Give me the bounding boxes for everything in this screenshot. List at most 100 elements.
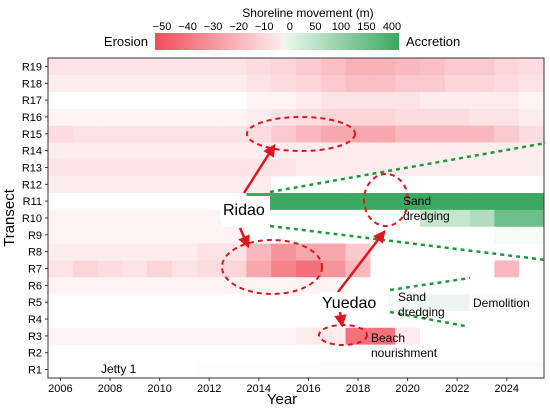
heatmap-cell-r18-6 [196, 74, 222, 92]
heatmap-cell-r1-9 [271, 361, 297, 379]
heatmap-cell-r15-12 [345, 125, 371, 143]
heatmap-cell-r9-2 [97, 226, 123, 244]
y-tick-label-r13: R13 [22, 162, 42, 174]
heatmap-cell-r3-12 [345, 327, 371, 345]
heatmap-cell-r8-4 [147, 243, 173, 261]
heatmap-cell-r4-6 [196, 310, 222, 328]
y-axis: R1 R2 R3 R4 R5 R6 R7 R8 R9 R10 R11 R12 R13 R14 R15 R16 R… [22, 61, 48, 377]
heatmap-cell-r8-11 [320, 243, 346, 261]
heatmap-cell-r12-4 [147, 175, 173, 194]
heatmap-cell-r16-13 [370, 108, 396, 126]
heatmap-cell-r6-5 [172, 276, 198, 295]
heatmap-cell-r5-6 [196, 293, 222, 311]
heatmap-cell-r1-16 [444, 361, 470, 379]
heatmap-cell-r8-17 [469, 243, 495, 261]
heatmap-cell-r19-16 [444, 58, 470, 76]
heatmap-cell-r3-11 [320, 327, 346, 345]
heatmap-cell-r15-13 [370, 125, 396, 143]
heatmap-cell-r10-1 [72, 209, 98, 227]
heatmap-cell-r12-6 [196, 175, 222, 194]
legend-tick-label-7: 100 [332, 21, 350, 33]
heatmap-cell-r3-17 [469, 327, 495, 345]
heatmap-cell-r19-4 [147, 58, 173, 76]
heatmap-cell-r10-11 [320, 209, 346, 227]
heatmap-cell-r5-3 [122, 293, 148, 311]
heatmap-cell-r2-3 [122, 344, 148, 362]
heatmap-cell-r10-2 [97, 209, 123, 227]
heatmap-cell-r2-14 [395, 344, 421, 362]
heatmap-cell-r2-18 [494, 344, 520, 362]
heatmap-cell-r3-1 [72, 327, 98, 345]
heatmap-cell-r10-15 [420, 209, 446, 227]
heatmap-cell-r18-13 [370, 74, 396, 92]
heatmap-cell-r15-1 [72, 125, 98, 143]
heatmap-cell-r5-19 [519, 293, 545, 311]
heatmap-cell-r4-18 [494, 310, 520, 328]
heatmap-cell-r10-12 [345, 209, 371, 227]
heatmap-cell-r17-17 [469, 91, 495, 109]
heatmap-cell-r12-3 [122, 175, 148, 194]
heatmap-cell-r16-7 [221, 108, 247, 126]
heatmap-cell-r9-4 [147, 226, 173, 244]
y-tick-label-r14: R14 [22, 146, 42, 158]
heatmap-cell-r19-11 [320, 58, 346, 76]
heatmap-cell-r3-3 [122, 327, 148, 345]
x-tick-label-2020: 2020 [395, 383, 419, 395]
heatmap-cell-r1-0 [48, 361, 74, 379]
heatmap-cell-r13-15 [420, 159, 446, 177]
heatmap-cell-r2-1 [72, 344, 98, 362]
heatmap-cell-r8-13 [370, 243, 396, 261]
heatmap-cell-r12-15 [420, 175, 446, 194]
heatmap-cell-r8-19 [519, 243, 545, 261]
heatmap-cell-r8-18 [494, 243, 520, 261]
heatmap-cell-r18-19 [519, 74, 545, 92]
heatmap-cell-r16-12 [345, 108, 371, 126]
heatmap-cell-r11-9 [271, 192, 297, 210]
y-axis-title: Transect [1, 188, 18, 247]
heatmap-cell-r16-6 [196, 108, 222, 126]
heatmap-cell-r16-1 [72, 108, 98, 126]
heatmap-cell-r3-14 [395, 327, 421, 345]
heatmap-cell-r13-10 [296, 159, 322, 177]
heatmap-cell-r5-14 [395, 293, 421, 311]
heatmap-cell-r19-9 [271, 58, 297, 76]
heatmap-cell-r5-18 [494, 293, 520, 311]
heatmap-cell-r9-15 [420, 226, 446, 244]
x-axis: 2006 2008 2010 2012 2014 2016 2018 2020 2022 2024 [48, 378, 519, 395]
heatmap-cell-r6-9 [271, 276, 297, 295]
legend-tick-label-6: 50 [309, 21, 321, 33]
heatmap-cell-r6-3 [122, 276, 148, 295]
heatmap-cell-r16-8 [246, 108, 272, 126]
heatmap-cell-r19-8 [246, 58, 272, 76]
heatmap-cell-r18-4 [147, 74, 173, 92]
heatmap-cell-r19-0 [48, 58, 74, 76]
heatmap-cell-r12-13 [370, 175, 396, 194]
heatmap-cell-r9-18 [494, 226, 520, 244]
heatmap-cell-r14-4 [147, 142, 173, 160]
heatmap-cell-r6-1 [72, 276, 98, 295]
heatmap-cell-r6-19 [519, 276, 545, 295]
y-tick-label-r5: R5 [28, 297, 42, 309]
heatmap-cell-r16-15 [420, 108, 446, 126]
heatmap-cell-r16-19 [519, 108, 545, 126]
heatmap-cell-r15-4 [147, 125, 173, 143]
sand-dredging-2-line2: dredging [398, 305, 445, 319]
r15-ellipse [246, 116, 356, 152]
heatmap-cell-r6-0 [48, 276, 74, 295]
heatmap-cell-r10-14 [395, 209, 421, 227]
y-tick-label-r19: R19 [22, 61, 42, 73]
heatmap-cell-r7-6 [196, 260, 222, 278]
heatmap-cell-r9-17 [469, 226, 495, 244]
heatmap-cell-r17-12 [345, 91, 371, 109]
heatmap-cell-r8-9 [271, 243, 297, 261]
heatmap-cell-r18-7 [221, 74, 247, 92]
heatmap-cell-r6-14 [395, 276, 421, 295]
ridao-label: Ridao [223, 202, 265, 219]
heatmap-cell-r4-12 [345, 310, 371, 328]
heatmap-cell-r13-17 [469, 159, 495, 177]
heatmap-cell-r16-4 [147, 108, 173, 126]
heatmap-cell-r18-8 [246, 74, 272, 92]
heatmap-cell-r11-15 [420, 192, 446, 210]
heatmap-cell-r2-5 [172, 344, 198, 362]
